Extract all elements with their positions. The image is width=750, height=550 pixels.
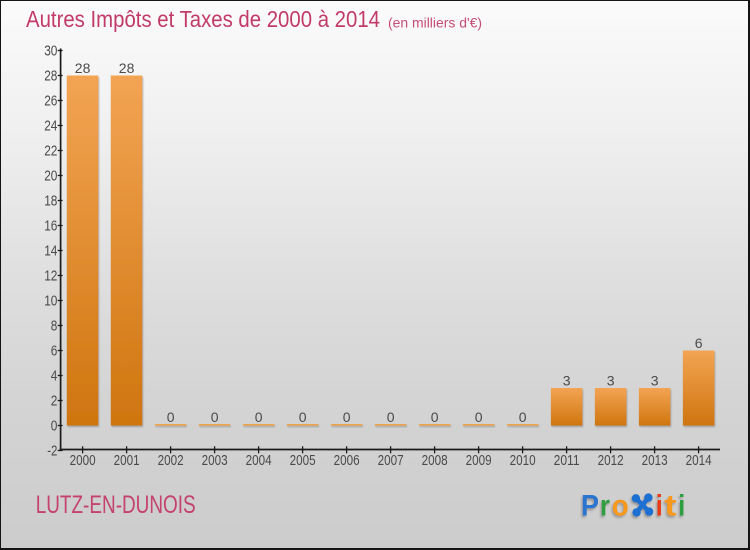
svg-text:8: 8 [51,319,58,335]
svg-text:2010: 2010 [510,453,536,469]
svg-text:2008: 2008 [422,453,448,469]
svg-text:2011: 2011 [554,453,580,469]
svg-text:0: 0 [387,409,395,425]
svg-text:2004: 2004 [246,453,272,469]
svg-text:0: 0 [431,409,439,425]
svg-text:2007: 2007 [378,453,404,469]
svg-text:2009: 2009 [466,453,492,469]
svg-text:P: P [581,490,599,523]
svg-text:4: 4 [51,369,58,385]
svg-text:0: 0 [519,409,527,425]
svg-text:0: 0 [255,409,263,425]
svg-text:2003: 2003 [202,453,228,469]
svg-text:28: 28 [119,60,135,76]
svg-text:2014: 2014 [686,453,712,469]
svg-text:3: 3 [607,373,615,389]
svg-text:2002: 2002 [158,453,184,469]
svg-text:2001: 2001 [114,453,140,469]
svg-text:-2: -2 [47,444,57,460]
svg-text:26: 26 [44,94,57,110]
svg-text:16: 16 [44,219,57,235]
svg-text:0: 0 [299,409,307,425]
svg-text:18: 18 [44,194,57,210]
svg-text:6: 6 [51,344,58,360]
svg-text:6: 6 [695,335,703,351]
svg-text:2005: 2005 [290,453,316,469]
svg-text:0: 0 [167,409,175,425]
svg-text:3: 3 [563,373,571,389]
svg-text:28: 28 [75,60,91,76]
svg-text:Autres Impôts et Taxes de 2000: Autres Impôts et Taxes de 2000 à 2014 [26,6,380,32]
svg-text:30: 30 [44,44,57,60]
svg-text:0: 0 [211,409,219,425]
svg-text:2: 2 [51,394,58,410]
svg-text:14: 14 [44,244,57,260]
svg-text:t: t [664,490,677,523]
svg-text:28: 28 [44,69,57,85]
svg-text:12: 12 [44,269,57,285]
svg-text:20: 20 [44,169,57,185]
svg-text:0: 0 [343,409,351,425]
svg-text:2012: 2012 [598,453,624,469]
svg-text:2013: 2013 [642,453,668,469]
svg-text:2006: 2006 [334,453,360,469]
svg-text:r: r [600,490,610,523]
svg-text:10: 10 [44,294,57,310]
svg-text:3: 3 [651,373,659,389]
svg-text:2000: 2000 [70,453,96,469]
svg-text:i: i [678,490,685,523]
svg-text:(en milliers d'€): (en milliers d'€) [388,15,482,31]
svg-text:22: 22 [44,144,57,160]
svg-text:24: 24 [44,119,57,135]
svg-text:o: o [612,490,629,523]
svg-text:0: 0 [475,409,483,425]
svg-text:LUTZ-EN-DUNOIS: LUTZ-EN-DUNOIS [36,491,196,519]
svg-text:0: 0 [51,419,58,435]
svg-text:i: i [656,490,663,523]
